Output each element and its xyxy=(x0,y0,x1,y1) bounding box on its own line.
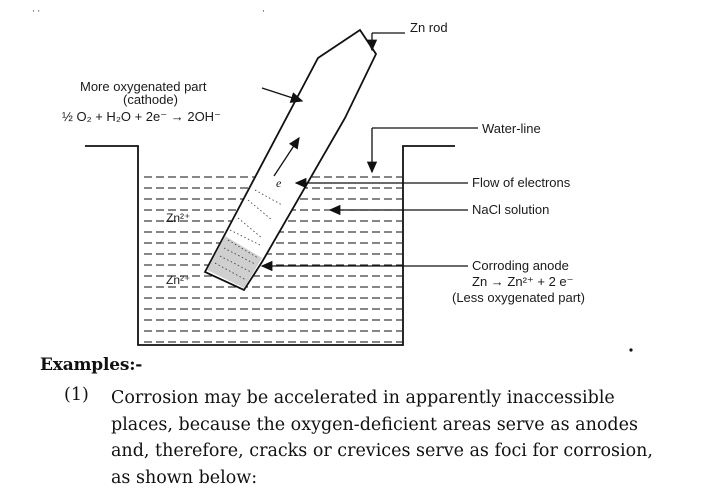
corrosion-diagram: · · · Zn rod More oxygenated part (catho… xyxy=(32,6,633,352)
stray-mark: · · xyxy=(32,6,40,16)
anode-note: (Less oxygenated part) xyxy=(452,290,585,305)
paragraph-line: as shown below: xyxy=(111,467,258,488)
water-line-label: Water-line xyxy=(482,121,541,136)
cathode-label-line2: (cathode) xyxy=(123,92,178,107)
electron-symbol: e xyxy=(276,176,282,190)
stippling xyxy=(214,189,283,281)
paragraph-line: places, because the oxygen-deficient are… xyxy=(111,414,638,435)
ion-label-upper: Zn²⁺ xyxy=(166,211,190,225)
cathode-reaction: ½ O₂ + H₂O + 2e⁻ → 2OH⁻ xyxy=(62,109,221,124)
stray-dot xyxy=(629,348,633,352)
item-number: (1) xyxy=(64,385,89,405)
example-paragraph: Corrosion may be accelerated in apparent… xyxy=(111,385,701,491)
zn-rod-label: Zn rod xyxy=(410,20,448,35)
paragraph-line: and, therefore, cracks or crevices serve… xyxy=(111,441,653,461)
ion-label-lower: Zn²⁺ xyxy=(166,273,190,287)
nacl-label: NaCl solution xyxy=(472,202,549,217)
anode-label: Corroding anode xyxy=(472,258,569,273)
corroding-tip xyxy=(207,236,262,288)
cathode-label-line1: More oxygenated part xyxy=(80,79,207,94)
flow-label: Flow of electrons xyxy=(472,175,571,190)
electron-flow-arrow xyxy=(273,136,300,177)
paragraph-line: Corrosion may be accelerated in apparent… xyxy=(111,388,615,408)
beaker xyxy=(85,145,455,346)
examples-heading: Examples:- xyxy=(40,355,143,375)
anode-reaction: Zn → Zn²⁺ + 2 e⁻ xyxy=(472,274,574,289)
stray-mark: · xyxy=(262,6,265,16)
cathode-pointer xyxy=(261,87,304,103)
